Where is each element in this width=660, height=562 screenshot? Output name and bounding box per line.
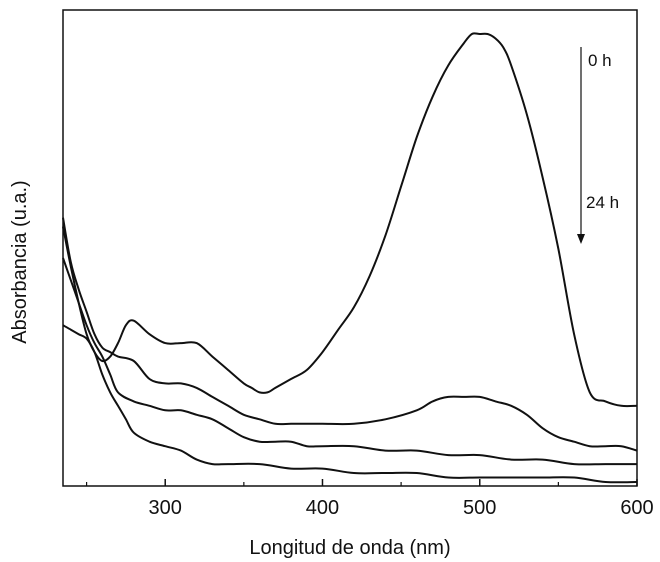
y-axis-title: Absorbancia (u.a.) — [9, 180, 31, 343]
x-tick-label: 400 — [306, 497, 339, 519]
x-ticks: 300 400 500 600 — [85, 479, 654, 519]
time-arrow-head — [577, 234, 585, 244]
spectrum-line-4 — [62, 324, 638, 484]
plot-frame — [62, 9, 638, 487]
time-annotation: 0 h 24 h — [577, 47, 619, 244]
end-time-label: 24 h — [586, 193, 619, 212]
spectrum-line-1 — [62, 32, 638, 408]
x-tick-label: 300 — [149, 497, 182, 519]
start-time-label: 0 h — [588, 51, 612, 70]
x-tick-label: 600 — [620, 497, 653, 519]
x-tick-label: 500 — [463, 497, 496, 519]
series-lines — [62, 32, 638, 484]
spectrum-line-3 — [62, 257, 637, 466]
x-axis-title: Longitud de onda (nm) — [249, 537, 450, 559]
spectrum-line-2 — [62, 217, 638, 452]
